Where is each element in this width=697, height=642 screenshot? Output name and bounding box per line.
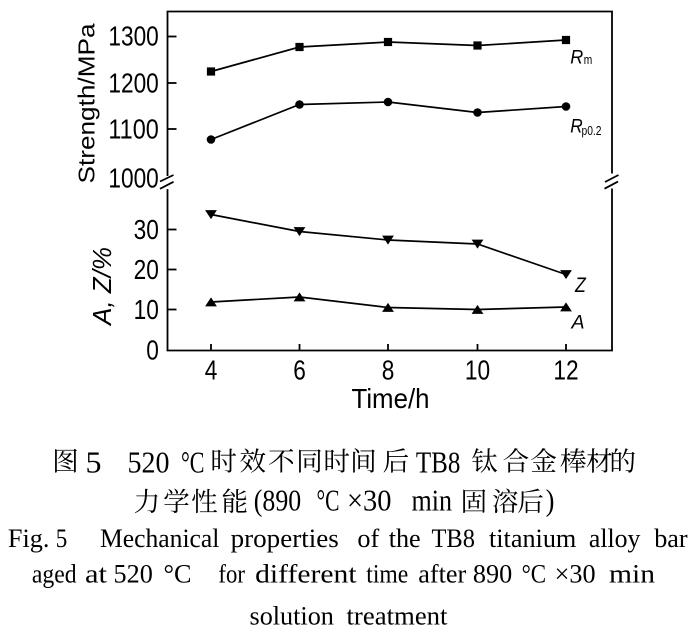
svg-text:°C: °C	[181, 446, 205, 480]
svg-text:min: min	[412, 483, 453, 517]
svg-text:1100: 1100	[108, 114, 158, 145]
svg-text:10: 10	[134, 294, 159, 325]
svg-text:6: 6	[293, 355, 306, 386]
svg-text:the: the	[389, 524, 421, 553]
svg-text:×30: ×30	[555, 560, 596, 589]
svg-text:A, Z/%: A, Z/%	[87, 247, 117, 327]
svg-text:°C: °C	[522, 560, 547, 589]
svg-text:(890: (890	[254, 483, 301, 517]
svg-text:p0.2: p0.2	[582, 123, 602, 138]
svg-text:520: 520	[114, 560, 153, 589]
svg-text:Time/h: Time/h	[352, 383, 430, 414]
svg-text:°C: °C	[164, 560, 192, 589]
svg-text:at: at	[85, 560, 108, 589]
svg-text:m: m	[584, 52, 593, 67]
svg-text:aged: aged	[32, 560, 77, 589]
svg-text:12: 12	[553, 355, 578, 386]
svg-text:Strength/MPa: Strength/MPa	[74, 23, 100, 184]
svg-text:1200: 1200	[108, 68, 158, 99]
svg-text:after: after	[418, 560, 466, 589]
svg-text:1000: 1000	[108, 163, 158, 194]
svg-text:Mechanical: Mechanical	[100, 524, 219, 553]
svg-text:alloy: alloy	[589, 524, 641, 553]
svg-text:5: 5	[86, 446, 102, 480]
svg-text:R: R	[570, 47, 583, 69]
svg-text:890: 890	[473, 560, 512, 589]
svg-text:0: 0	[146, 334, 159, 365]
svg-text:): )	[546, 483, 555, 517]
svg-text:×30: ×30	[347, 483, 392, 517]
svg-text:bar: bar	[654, 524, 688, 553]
svg-text:solution: solution	[250, 601, 334, 630]
svg-text:titanium: titanium	[489, 524, 576, 553]
svg-text:5: 5	[56, 524, 68, 553]
svg-text:4: 4	[205, 355, 218, 386]
svg-text:8: 8	[382, 355, 395, 386]
svg-text:520: 520	[128, 446, 170, 480]
svg-text:°C: °C	[317, 483, 340, 517]
svg-text:of: of	[357, 524, 379, 553]
svg-text:20: 20	[134, 254, 159, 285]
svg-text:properties: properties	[231, 524, 339, 553]
svg-text:different: different	[255, 560, 357, 589]
svg-text:Fig.: Fig.	[8, 524, 49, 553]
svg-text:for: for	[218, 560, 245, 589]
svg-text:treatment: treatment	[347, 601, 449, 630]
svg-text:30: 30	[134, 214, 159, 245]
svg-text:min: min	[609, 560, 655, 589]
svg-text:R: R	[570, 116, 583, 138]
svg-text:time: time	[366, 560, 408, 589]
svg-text:A: A	[571, 312, 585, 334]
svg-text:TB8: TB8	[432, 524, 475, 553]
svg-text:1300: 1300	[108, 21, 158, 52]
svg-text:TB8: TB8	[416, 446, 461, 480]
svg-text:10: 10	[465, 355, 490, 386]
svg-text:Z: Z	[574, 273, 586, 297]
